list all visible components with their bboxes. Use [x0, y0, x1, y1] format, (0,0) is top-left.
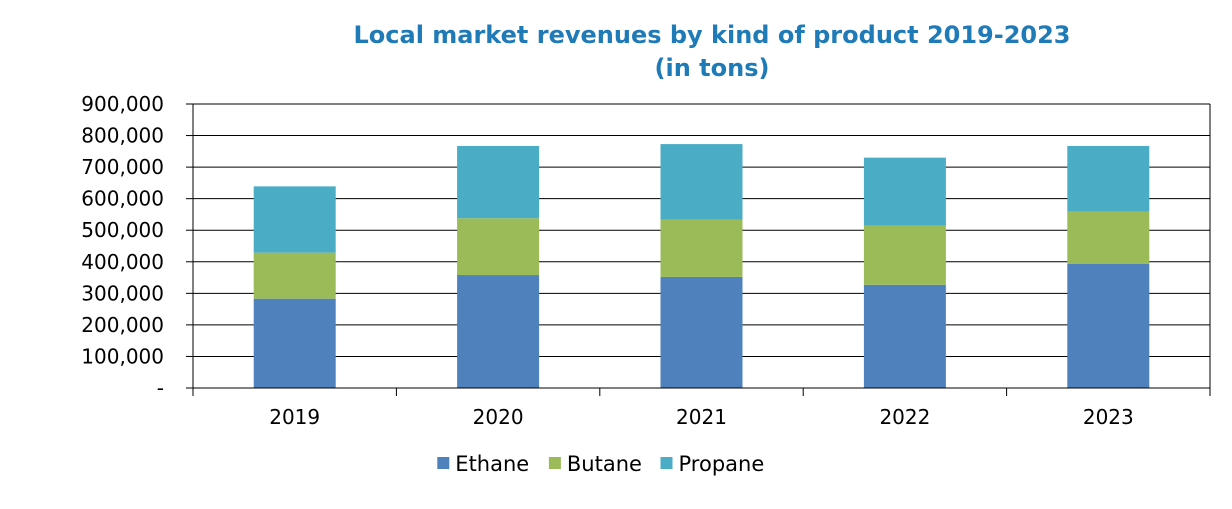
bar-butane-2022 [863, 225, 946, 285]
x-tick-label: 2021 [676, 405, 727, 429]
x-tick-label: 2022 [879, 405, 930, 429]
bar-butane-2020 [457, 218, 540, 276]
x-tick-label: 2020 [473, 405, 524, 429]
bar-ethane-2023 [1067, 263, 1150, 388]
bar-propane-2021 [660, 144, 743, 220]
legend-label-butane: Butane [567, 452, 642, 476]
chart-subtitle: (in tons) [655, 54, 770, 82]
legend-label-ethane: Ethane [455, 452, 529, 476]
bar-ethane-2022 [863, 284, 946, 388]
y-tick-label: 600,000 [81, 187, 164, 211]
y-tick-label: - [157, 376, 164, 400]
y-tick-label: 700,000 [81, 155, 164, 179]
bar-butane-2021 [660, 219, 743, 277]
bar-propane-2020 [457, 145, 540, 219]
y-tick-label: 400,000 [81, 250, 164, 274]
legend-label-propane: Propane [679, 452, 765, 476]
y-tick-label: 300,000 [81, 281, 164, 305]
y-tick-label: 500,000 [81, 218, 164, 242]
y-tick-label: 900,000 [81, 92, 164, 116]
bar-butane-2023 [1067, 211, 1150, 264]
chart-title: Local market revenues by kind of product… [353, 21, 1070, 49]
plot-area: - 100,000 200,000 300,000 400,000 500,000 600,… [81, 92, 1211, 429]
legend-swatch-ethane [437, 457, 450, 469]
bar-butane-2019 [253, 252, 336, 299]
bar-ethane-2021 [660, 276, 743, 388]
y-tick-label: 200,000 [81, 313, 164, 337]
y-tick-label: 800,000 [81, 124, 164, 148]
bar-ethane-2020 [457, 275, 540, 388]
bar-ethane-2019 [253, 298, 336, 388]
legend: Ethane Butane Propane [437, 452, 764, 476]
bar-propane-2023 [1067, 145, 1150, 212]
x-tick-label: 2019 [269, 405, 320, 429]
bar-propane-2022 [863, 157, 946, 226]
legend-swatch-propane [660, 457, 673, 469]
x-tick-label: 2023 [1083, 405, 1134, 429]
y-tick-label: 100,000 [81, 344, 164, 368]
legend-swatch-butane [548, 457, 561, 469]
bar-propane-2019 [253, 186, 336, 253]
